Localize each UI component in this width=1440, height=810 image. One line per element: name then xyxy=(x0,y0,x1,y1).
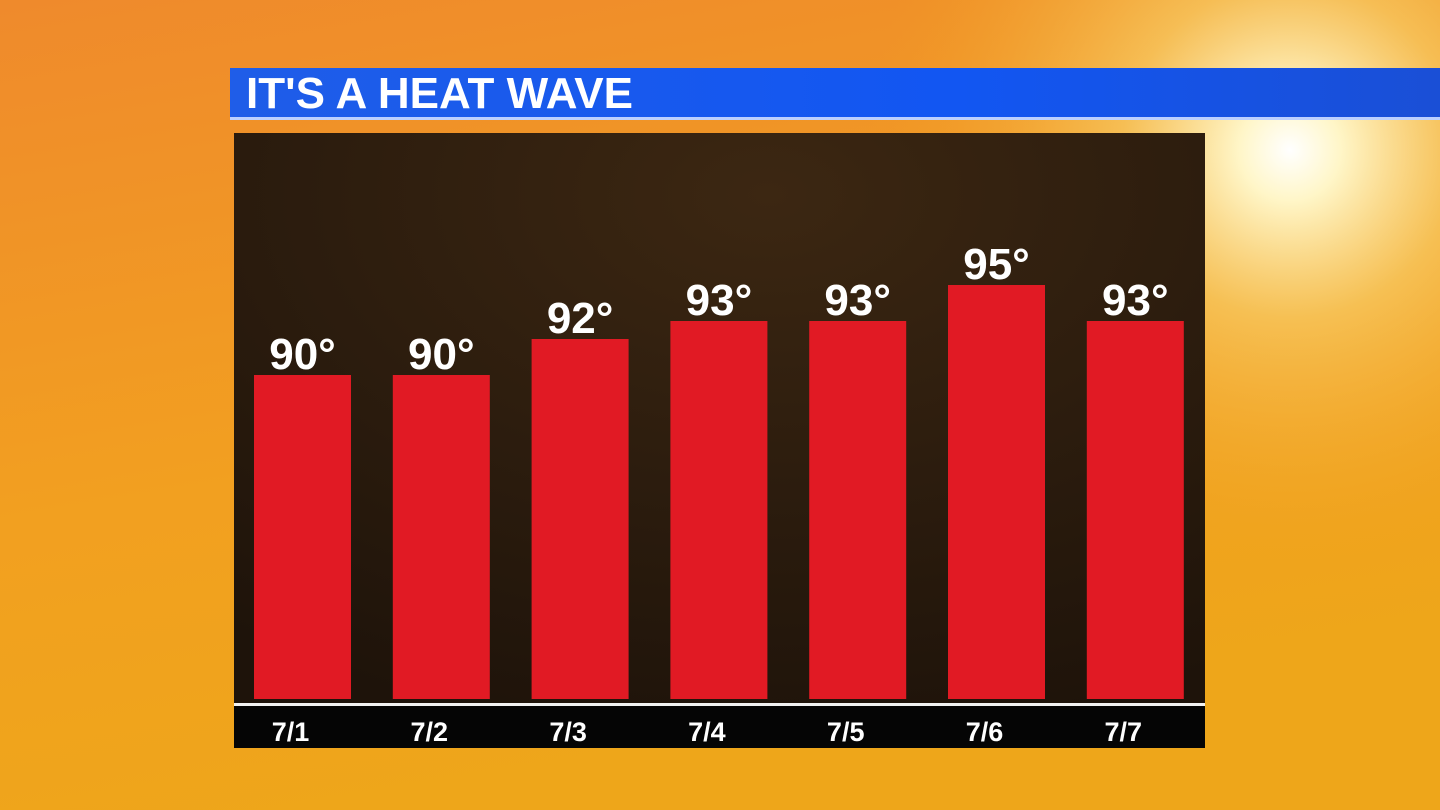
banner-edge xyxy=(230,117,1440,120)
bar xyxy=(531,339,629,699)
x-tick-label: 7/3 xyxy=(549,717,587,747)
value-label: 90° xyxy=(408,330,475,379)
bar xyxy=(809,321,907,699)
value-label: 93° xyxy=(1102,276,1169,325)
bar xyxy=(948,285,1045,699)
value-label: 93° xyxy=(686,276,753,325)
value-label: 93° xyxy=(824,276,891,325)
category-strip xyxy=(234,706,1205,748)
baseline xyxy=(234,703,1205,706)
bar xyxy=(1086,321,1184,699)
bar xyxy=(392,375,490,699)
x-tick-label: 7/4 xyxy=(688,717,726,747)
plot: 90° 7/1 90° 7/2 92° 7/3 93° 7/4 93° 7/5 95° 7/6 93° 7… xyxy=(254,240,1184,747)
chart-title: IT'S A HEAT WAVE xyxy=(246,69,633,118)
bar xyxy=(670,321,768,699)
x-tick-label: 7/2 xyxy=(411,717,449,747)
bar xyxy=(254,375,351,699)
value-label: 92° xyxy=(547,294,614,343)
x-tick-label: 7/7 xyxy=(1105,717,1143,747)
value-label: 90° xyxy=(269,330,336,379)
x-tick-label: 7/1 xyxy=(272,717,310,747)
x-tick-label: 7/5 xyxy=(827,717,865,747)
x-tick-label: 7/6 xyxy=(966,717,1004,747)
value-label: 95° xyxy=(963,240,1030,289)
title-banner xyxy=(230,68,1440,120)
